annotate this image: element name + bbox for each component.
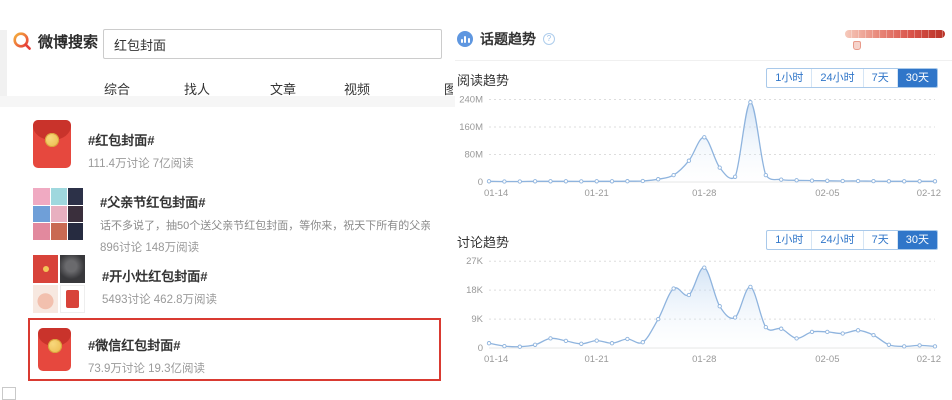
result-meta: #微信红包封面# 73.9万讨论 19.3亿阅读	[88, 328, 205, 376]
search-result-wechat-hongbao[interactable]: #微信红包封面# 73.9万讨论 19.3亿阅读	[33, 328, 205, 376]
tab-videos[interactable]: 视频	[344, 82, 371, 97]
reading-trend-label: 阅读趋势	[457, 73, 510, 88]
weibo-search-logo[interactable]: 微博搜索	[12, 31, 98, 52]
search-input[interactable]	[103, 29, 442, 59]
filter-1hour-button[interactable]: 1小时	[767, 69, 811, 87]
time-filter-group: 1小时 24小时 7天 30天	[766, 230, 938, 250]
filter-7day-button[interactable]: 7天	[862, 231, 897, 249]
panel-divider	[455, 60, 952, 61]
svg-text:01-14: 01-14	[484, 354, 508, 365]
svg-text:02-12: 02-12	[917, 188, 941, 199]
svg-text:160M: 160M	[459, 122, 483, 133]
svg-text:01-14: 01-14	[484, 188, 508, 199]
svg-text:240M: 240M	[459, 94, 483, 105]
discussion-trend-chart[interactable]: 0 9K 18K 27K 01-14 01-21 01-28 02-05 02-12	[455, 248, 947, 366]
svg-text:80M: 80M	[465, 149, 484, 160]
collage-thumbnail	[33, 255, 85, 313]
topic-trend-header: 话题趋势 ?	[457, 29, 555, 49]
corner-fragment	[2, 387, 16, 400]
result-stats: 73.9万讨论 19.3亿阅读	[88, 363, 205, 375]
result-stats: 111.4万讨论 7亿阅读	[88, 158, 194, 170]
result-title[interactable]: #父亲节红包封面#	[100, 195, 206, 210]
result-description: 话不多说了，抽50个送父亲节红包封面，等你来，祝天下所有的父亲节日快乐	[100, 220, 430, 232]
svg-text:01-21: 01-21	[584, 188, 608, 199]
filter-30day-button[interactable]: 30天	[896, 231, 937, 249]
collage-thumbnail	[33, 188, 83, 240]
search-result-hongbao[interactable]: #红包封面# 111.4万讨论 7亿阅读	[33, 120, 194, 171]
filter-24hour-button[interactable]: 24小时	[811, 231, 862, 249]
search-result-kaixiaozao[interactable]: #开小灶红包封面# 5493讨论 462.8万阅读	[33, 255, 217, 313]
svg-text:02-12: 02-12	[917, 354, 941, 365]
search-magnifier-icon	[13, 32, 31, 50]
discussion-trend-label: 讨论趋势	[457, 235, 510, 250]
svg-text:01-21: 01-21	[584, 354, 608, 365]
red-envelope-thumbnail	[38, 328, 71, 371]
tab-images-clipped[interactable]: 图片	[444, 82, 453, 97]
reading-trend-chart[interactable]: 0 80M 160M 240M 01-14 01-21 01-28 02-05 02-12	[455, 86, 947, 200]
panel-title: 话题趋势	[480, 31, 536, 47]
highlight-red-box	[28, 318, 441, 381]
svg-text:0: 0	[478, 177, 483, 188]
tab-people[interactable]: 找人	[184, 82, 211, 97]
result-stats: 896讨论 148万阅读	[100, 242, 200, 254]
svg-text:01-28: 01-28	[692, 354, 716, 365]
search-result-fathersday[interactable]: #父亲节红包封面# 话不多说了，抽50个送父亲节红包封面，等你来，祝天下所有的父…	[33, 188, 430, 255]
svg-text:9K: 9K	[471, 314, 483, 325]
svg-text:0: 0	[478, 343, 483, 354]
result-title[interactable]: #红包封面#	[88, 133, 155, 148]
heat-gauge-marker[interactable]	[853, 41, 861, 50]
svg-text:27K: 27K	[466, 256, 484, 267]
heat-gauge-bar	[845, 30, 945, 38]
result-stats: 5493讨论 462.8万阅读	[102, 294, 218, 306]
filter-30day-button[interactable]: 30天	[896, 69, 937, 87]
svg-text:18K: 18K	[466, 285, 484, 296]
filter-1hour-button[interactable]: 1小时	[767, 231, 811, 249]
topic-trend-icon	[457, 31, 473, 47]
tab-articles[interactable]: 文章	[270, 82, 297, 97]
filter-7day-button[interactable]: 7天	[862, 69, 897, 87]
left-edge-strip	[0, 30, 7, 107]
result-title[interactable]: #开小灶红包封面#	[102, 269, 208, 284]
time-filter-group: 1小时 24小时 7天 30天	[766, 68, 938, 88]
filter-24hour-button[interactable]: 24小时	[811, 69, 862, 87]
result-meta: #红包封面# 111.4万讨论 7亿阅读	[88, 120, 194, 171]
tab-comprehensive[interactable]: 综合	[104, 82, 131, 97]
info-icon[interactable]: ?	[543, 33, 555, 45]
red-envelope-thumbnail	[33, 120, 71, 168]
brand-text: 微博搜索	[38, 34, 99, 51]
result-title[interactable]: #微信红包封面#	[88, 338, 181, 353]
svg-text:02-05: 02-05	[815, 188, 839, 199]
svg-text:01-28: 01-28	[692, 188, 716, 199]
svg-text:02-05: 02-05	[815, 354, 839, 365]
tab-divider-band	[0, 96, 455, 107]
result-meta: #开小灶红包封面# 5493讨论 462.8万阅读	[102, 255, 217, 307]
result-meta: #父亲节红包封面# 话不多说了，抽50个送父亲节红包封面，等你来，祝天下所有的父…	[100, 188, 430, 255]
